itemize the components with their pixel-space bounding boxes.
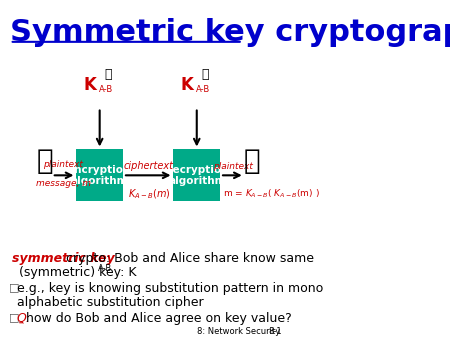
Text: encryption
algorithm: encryption algorithm bbox=[68, 165, 131, 186]
Text: 🔑: 🔑 bbox=[201, 68, 209, 81]
Text: 👧: 👧 bbox=[37, 147, 54, 175]
Text: 8: Network Security: 8: Network Security bbox=[198, 327, 281, 336]
Text: Q:: Q: bbox=[17, 312, 31, 325]
Text: crypto: Bob and Alice share know same: crypto: Bob and Alice share know same bbox=[66, 252, 314, 265]
Text: m = $K_{A-B}$( $K_{A-B}$(m) ): m = $K_{A-B}$( $K_{A-B}$(m) ) bbox=[223, 187, 320, 200]
Text: Symmetric key cryptography: Symmetric key cryptography bbox=[10, 18, 450, 47]
Text: A-B: A-B bbox=[99, 264, 112, 273]
Text: e.g., key is knowing substitution pattern in mono: e.g., key is knowing substitution patter… bbox=[17, 282, 323, 295]
Text: alphabetic substitution cipher: alphabetic substitution cipher bbox=[17, 296, 203, 309]
Text: 👦: 👦 bbox=[244, 147, 261, 175]
Text: $K_{A-B}(m)$: $K_{A-B}(m)$ bbox=[128, 187, 171, 201]
Text: ciphertext: ciphertext bbox=[123, 161, 173, 171]
Text: decryption
algorithm: decryption algorithm bbox=[165, 165, 229, 186]
Text: $\mathbf{K}$: $\mathbf{K}$ bbox=[83, 76, 99, 94]
Text: how do Bob and Alice agree on key value?: how do Bob and Alice agree on key value? bbox=[26, 312, 292, 325]
Text: 🔑: 🔑 bbox=[104, 68, 112, 81]
Text: 8-1: 8-1 bbox=[269, 327, 282, 336]
FancyBboxPatch shape bbox=[76, 149, 123, 201]
Text: plaintext: plaintext bbox=[213, 162, 253, 171]
Text: (symmetric) key: K: (symmetric) key: K bbox=[19, 266, 137, 279]
Text: A-B: A-B bbox=[99, 85, 113, 94]
FancyBboxPatch shape bbox=[173, 149, 220, 201]
Text: □: □ bbox=[9, 282, 19, 292]
Text: plaintext: plaintext bbox=[44, 160, 83, 169]
Text: message, m: message, m bbox=[36, 179, 91, 188]
Text: $\mathbf{K}$: $\mathbf{K}$ bbox=[180, 76, 195, 94]
Text: □: □ bbox=[9, 312, 19, 322]
Text: symmetric key: symmetric key bbox=[12, 252, 114, 265]
Text: A-B: A-B bbox=[196, 85, 210, 94]
